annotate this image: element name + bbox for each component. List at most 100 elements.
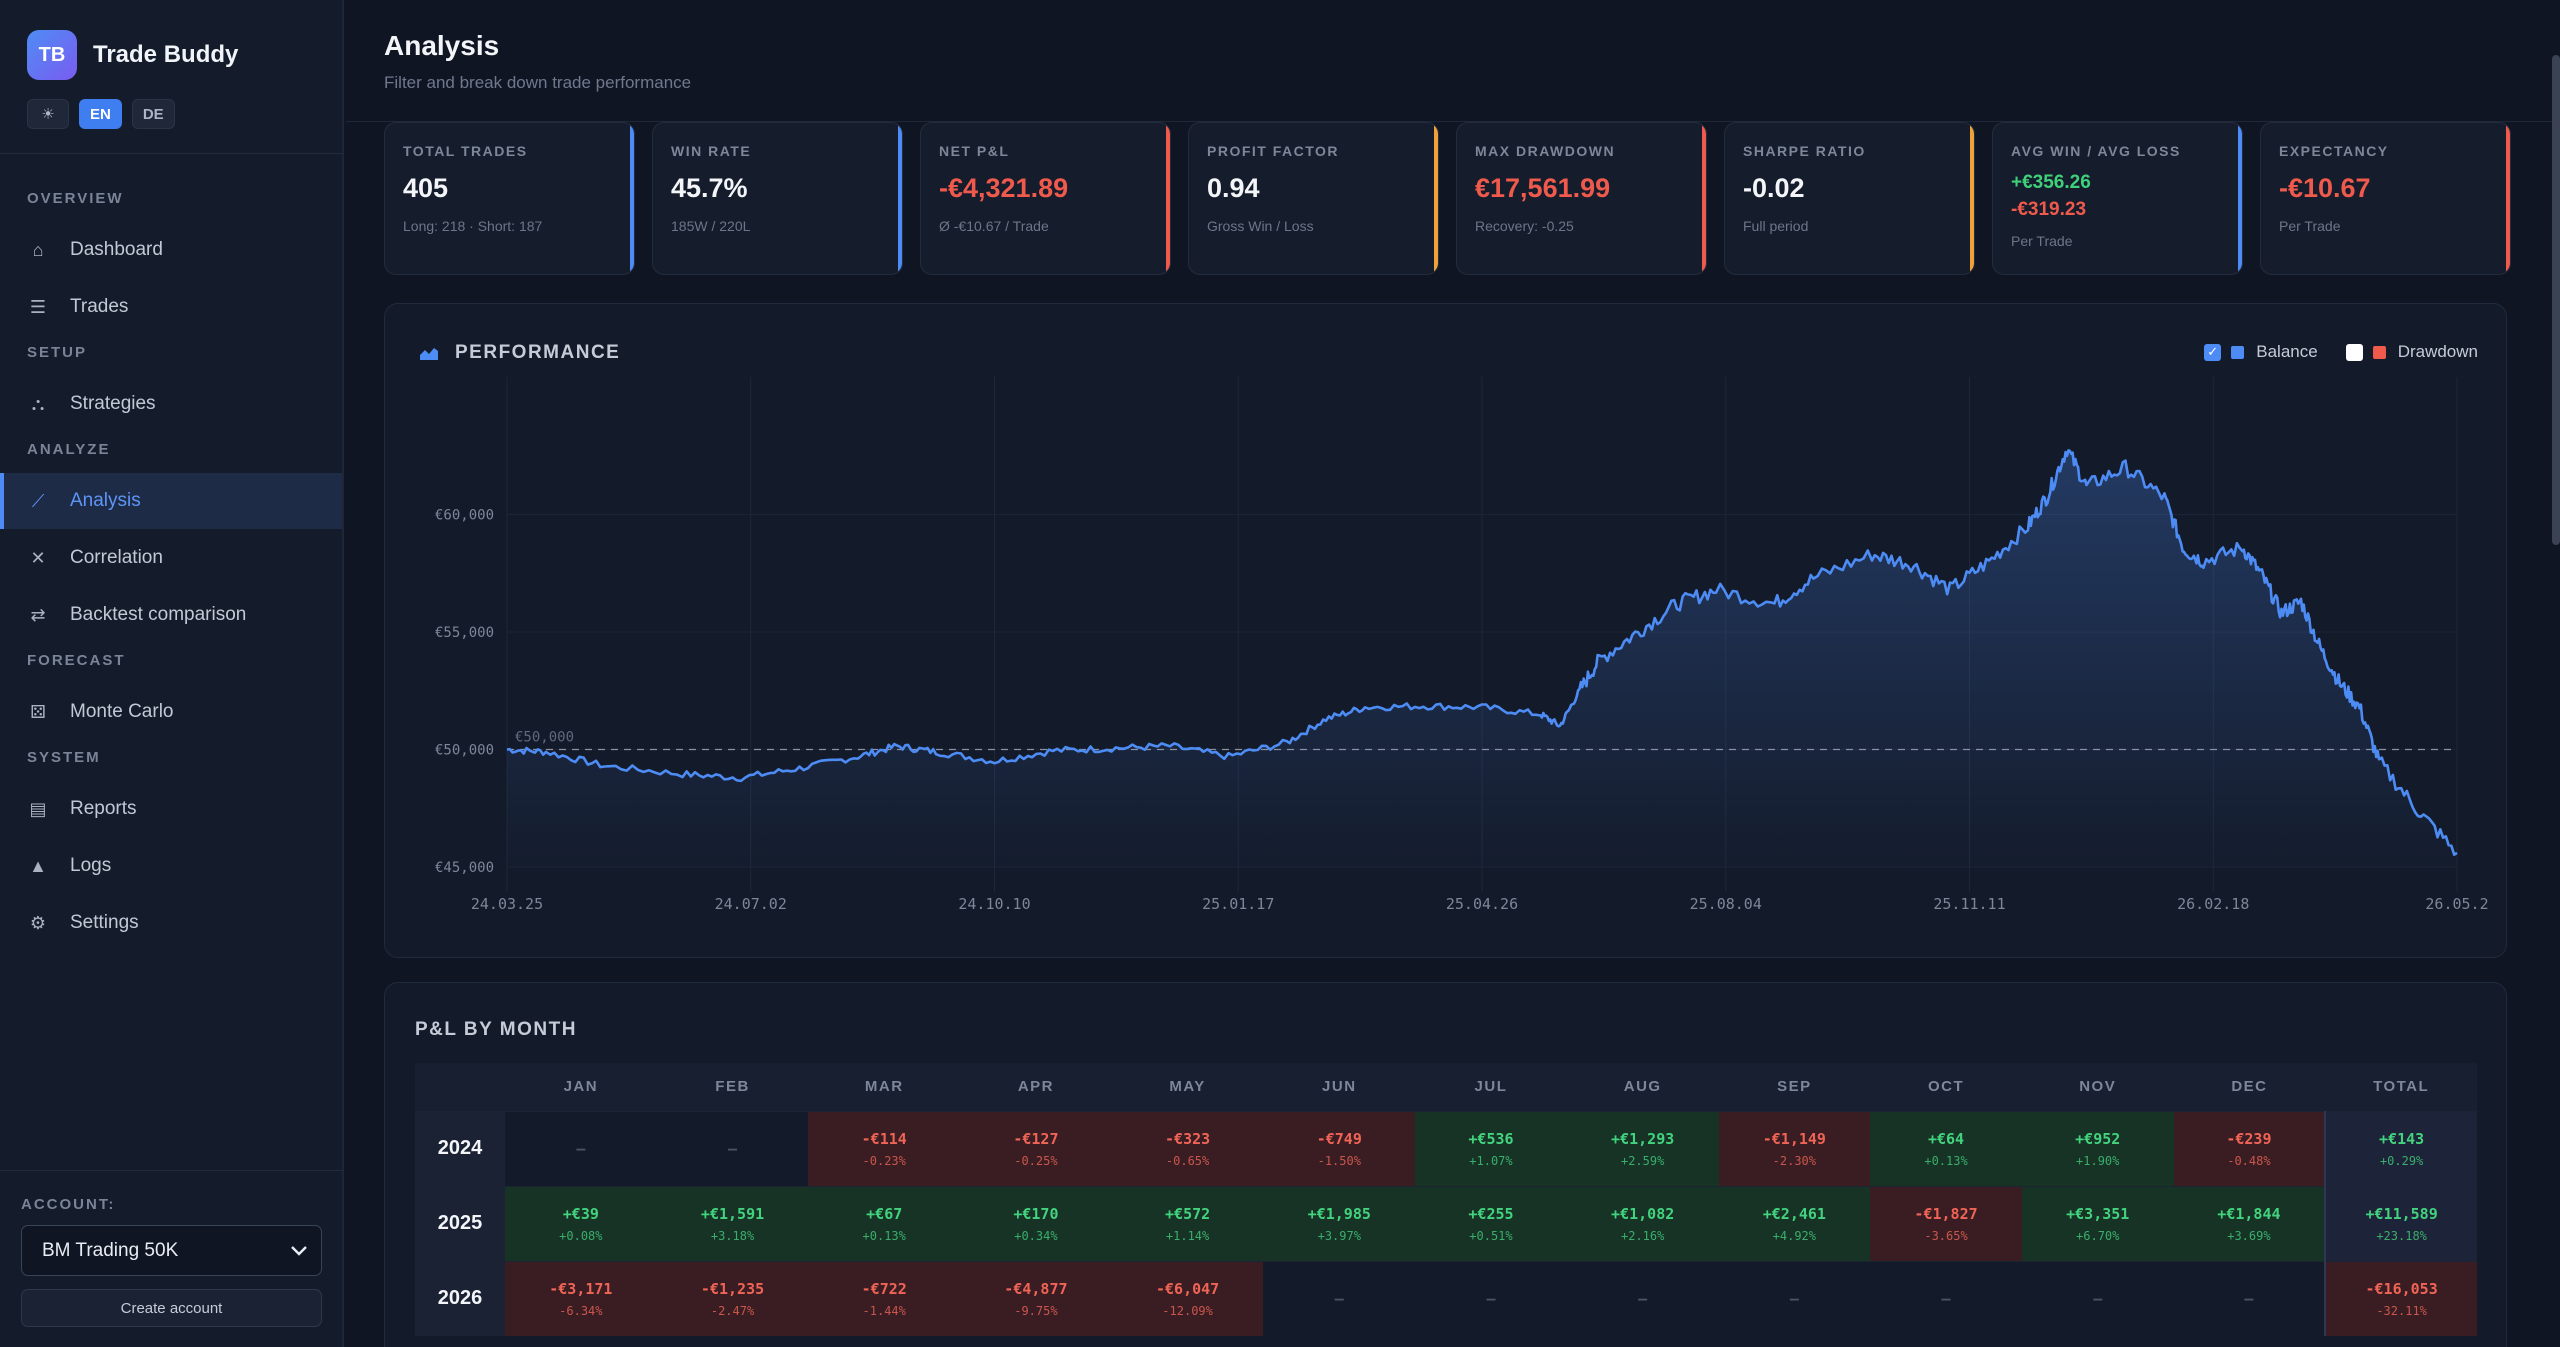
- sidebar-item-settings[interactable]: ⚙ Settings: [0, 895, 342, 951]
- cell-percent: -0.23%: [862, 1153, 906, 1168]
- table-header-cell: FEB: [656, 1063, 809, 1111]
- sidebar-item-trades[interactable]: ☰ Trades: [0, 279, 342, 335]
- cell-value: -€16,053: [2365, 1279, 2438, 1298]
- sidebar-item-backtest-comparison[interactable]: ⇄ Backtest comparison: [0, 587, 342, 643]
- kpi-label: TOTAL TRADES: [403, 143, 528, 159]
- cell-value: +€64: [1927, 1129, 1965, 1148]
- table-row: 2025 +€39 +0.08% +€1,591 +3.18% +€67 +0.13% +€1…: [415, 1185, 2477, 1261]
- table-header-cell: SEP: [1718, 1063, 1871, 1111]
- month-cell[interactable]: –: [2173, 1260, 2326, 1336]
- y-tick-label: €50,000: [435, 743, 494, 759]
- cell-value: –: [576, 1139, 586, 1158]
- month-cell[interactable]: -€239 -0.48%: [2173, 1110, 2326, 1186]
- month-cell[interactable]: –: [1263, 1260, 1416, 1336]
- cell-percent: +6.70%: [2076, 1228, 2120, 1243]
- month-cell[interactable]: -€1,827 -3.65%: [1870, 1185, 2022, 1261]
- month-cell[interactable]: -€323 -0.65%: [1111, 1110, 1264, 1186]
- month-cell[interactable]: +€64 +0.13%: [1870, 1110, 2022, 1186]
- month-cell[interactable]: +€255 +0.51%: [1415, 1185, 1567, 1261]
- month-cell[interactable]: -€4,877 -9.75%: [960, 1260, 1112, 1336]
- scrollbar-thumb[interactable]: [2552, 55, 2560, 545]
- month-cell[interactable]: -€1,235 -2.47%: [656, 1260, 809, 1336]
- legend-item[interactable]: Drawdown: [2345, 342, 2478, 362]
- dice-icon: ⚄: [30, 701, 46, 722]
- month-cell[interactable]: +€1,844 +3.69%: [2173, 1185, 2326, 1261]
- month-cell[interactable]: –: [1566, 1260, 1719, 1336]
- sidebar-item-dashboard[interactable]: ⌂ Dashboard: [0, 222, 342, 278]
- kpi-accent-bar: [1970, 123, 1974, 274]
- month-cell[interactable]: -€749 -1.50%: [1263, 1110, 1416, 1186]
- cell-value: –: [2244, 1289, 2254, 1308]
- month-cell[interactable]: –: [2021, 1260, 2174, 1336]
- kpi-value-win: +€356.26: [2011, 172, 2091, 193]
- year-cell: 2026: [415, 1260, 505, 1336]
- table-header-row: JAN FEB MAR APR MAY JUN JUL AUG SEP OCT NOV DEC TOTA…: [415, 1063, 2477, 1111]
- create-account-button[interactable]: Create account: [21, 1289, 322, 1327]
- cell-value: -€1,235: [700, 1279, 765, 1298]
- chart-legend: ✓ Balance Drawdown: [2204, 342, 2478, 362]
- sidebar-item-label: Analysis: [70, 490, 141, 511]
- x-tick-label: 26.02.18: [2177, 895, 2249, 913]
- kpi-accent-bar: [1702, 123, 1706, 274]
- language-button[interactable]: EN: [79, 99, 122, 129]
- sidebar-item-label: Monte Carlo: [70, 701, 174, 722]
- legend-checkbox[interactable]: ✓: [2204, 343, 2222, 361]
- month-cell[interactable]: -€1,149 -2.30%: [1718, 1110, 1871, 1186]
- month-cell[interactable]: -€3,171 -6.34%: [505, 1260, 657, 1336]
- language-button[interactable]: ☀: [27, 99, 69, 129]
- sidebar-item-label: Correlation: [70, 547, 163, 568]
- sidebar-item-strategies[interactable]: ⛬ Strategies: [0, 376, 342, 432]
- month-cell[interactable]: –: [1415, 1260, 1567, 1336]
- total-cell[interactable]: +€11,589 +23.18%: [2324, 1185, 2477, 1261]
- account-select[interactable]: BM Trading 50K: [21, 1225, 322, 1276]
- language-switcher: ☀ EN DE: [27, 99, 175, 129]
- cell-value: +€67: [866, 1204, 903, 1223]
- month-cell[interactable]: –: [656, 1110, 809, 1186]
- total-cell[interactable]: +€143 +0.29%: [2324, 1110, 2477, 1186]
- legend-checkbox[interactable]: [2345, 343, 2363, 361]
- language-button[interactable]: DE: [131, 99, 175, 129]
- gear-icon: ⚙: [29, 912, 47, 933]
- sidebar-item-correlation[interactable]: ✕ Correlation: [0, 530, 342, 586]
- month-cell[interactable]: +€952 +1.90%: [2021, 1110, 2174, 1186]
- pnl-by-month-panel: P&L BY MONTH JAN FEB MAR APR MAY JUN JUL AUG SEP…: [384, 982, 2507, 1347]
- month-cell[interactable]: +€170 +0.34%: [960, 1185, 1112, 1261]
- legend-item[interactable]: ✓ Balance: [2204, 342, 2318, 362]
- month-cell[interactable]: –: [1870, 1260, 2022, 1336]
- sidebar-item-analysis[interactable]: ⟋ Analysis: [0, 473, 342, 529]
- cell-value: –: [1638, 1289, 1648, 1308]
- sidebar-item-logs[interactable]: ▲ Logs: [0, 838, 342, 894]
- month-cell[interactable]: +€39 +0.08%: [505, 1185, 657, 1261]
- sidebar-item-monte-carlo[interactable]: ⚄ Monte Carlo: [0, 684, 342, 740]
- page-title: Analysis: [384, 30, 500, 61]
- month-cell[interactable]: +€1,985 +3.97%: [1263, 1185, 1416, 1261]
- month-cell[interactable]: +€3,351 +6.70%: [2021, 1185, 2174, 1261]
- month-cell[interactable]: -€127 -0.25%: [960, 1110, 1112, 1186]
- sidebar-item-reports[interactable]: ▤ Reports: [0, 781, 342, 837]
- month-cell[interactable]: +€572 +1.14%: [1111, 1185, 1264, 1261]
- legend-swatch: [2372, 345, 2386, 359]
- month-cell[interactable]: -€6,047 -12.09%: [1111, 1260, 1264, 1336]
- brand[interactable]: TB Trade Buddy: [27, 30, 238, 80]
- month-cell[interactable]: -€722 -1.44%: [808, 1260, 961, 1336]
- month-cell[interactable]: +€2,461 +4.92%: [1718, 1185, 1871, 1261]
- kpi-accent-bar: [630, 123, 634, 274]
- cell-value: –: [2093, 1289, 2103, 1308]
- month-cell[interactable]: +€67 +0.13%: [808, 1185, 961, 1261]
- warning-icon: ▲: [29, 855, 47, 876]
- cell-value: +€572: [1165, 1204, 1211, 1223]
- total-cell[interactable]: -€16,053 -32.11%: [2324, 1260, 2477, 1336]
- month-cell[interactable]: +€1,293 +2.59%: [1566, 1110, 1719, 1186]
- month-cell[interactable]: +€536 +1.07%: [1415, 1110, 1567, 1186]
- cell-value: +€143: [2379, 1129, 2425, 1148]
- month-cell[interactable]: -€114 -0.23%: [808, 1110, 961, 1186]
- month-cell[interactable]: +€1,082 +2.16%: [1566, 1185, 1719, 1261]
- table-header-cell: OCT: [1870, 1063, 2022, 1111]
- sidebar-item-label: Dashboard: [70, 239, 163, 260]
- cell-value: +€2,461: [1762, 1204, 1826, 1223]
- month-cell[interactable]: –: [505, 1110, 657, 1186]
- month-cell[interactable]: –: [1718, 1260, 1871, 1336]
- table-header-cell: JAN: [505, 1063, 657, 1111]
- correlation-icon: ✕: [30, 547, 46, 568]
- month-cell[interactable]: +€1,591 +3.18%: [656, 1185, 809, 1261]
